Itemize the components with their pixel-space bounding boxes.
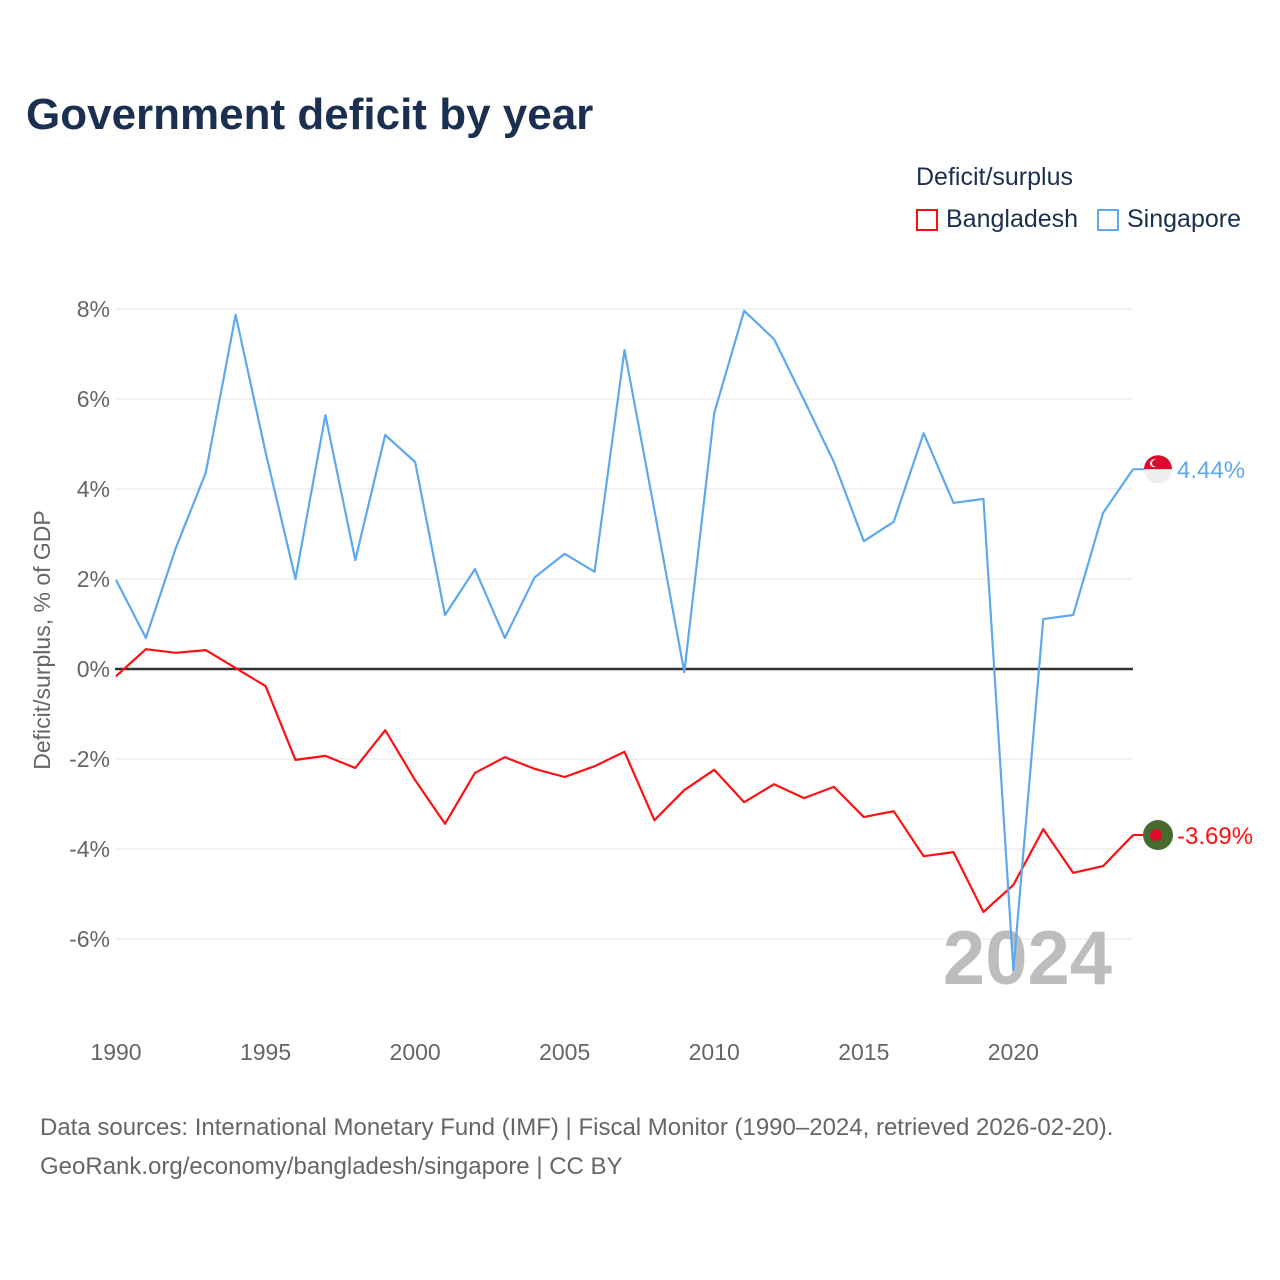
legend-label: Bangladesh (946, 205, 1079, 233)
y-tick-label: 6% (77, 386, 110, 412)
legend-item-bangladesh[interactable]: Bangladesh (916, 205, 1078, 234)
y-tick-label: -2% (69, 746, 110, 772)
series-line-singapore (115, 309, 1134, 972)
x-tick-label: 2005 (539, 1039, 590, 1065)
year-watermark: 2024 (943, 916, 1112, 1001)
y-tick-label: 8% (77, 296, 110, 322)
source-note: Data sources: International Monetary Fun… (40, 1108, 1113, 1186)
x-tick-label: 2000 (390, 1039, 441, 1065)
x-tick-label: 2015 (838, 1039, 889, 1065)
legend-swatch (1097, 208, 1119, 231)
y-tick-label: 0% (77, 656, 110, 682)
x-tick-label: 2020 (988, 1039, 1039, 1065)
chart-title: Government deficit by year (26, 90, 594, 139)
y-tick-label: -4% (69, 836, 110, 862)
legend-label: Singapore (1127, 205, 1241, 233)
legend-item-singapore[interactable]: Singapore (1097, 205, 1241, 234)
source-line: Data sources: International Monetary Fun… (40, 1114, 1114, 1141)
x-tick-label: 2010 (689, 1039, 740, 1065)
x-tick-label: 1990 (90, 1039, 141, 1065)
source-url: GeoRank.org/economy/bangladesh/singapore… (40, 1153, 623, 1180)
y-tick-label: -6% (69, 926, 110, 952)
singapore-flag-icon (1144, 455, 1172, 484)
legend-swatch (916, 208, 938, 231)
y-tick-label: 4% (77, 476, 110, 502)
y-axis-label: Deficit/surplus, % of GDP (29, 510, 55, 769)
end-value-label: 4.44% (1177, 457, 1245, 484)
x-tick-label: 1995 (240, 1039, 291, 1065)
series-line-bangladesh (115, 648, 1134, 914)
legend-title: Deficit/surplus (916, 163, 1073, 191)
y-tick-label: 2% (77, 566, 110, 592)
bangladesh-flag-disc (1150, 829, 1162, 842)
end-value-label: -3.69% (1177, 823, 1253, 850)
